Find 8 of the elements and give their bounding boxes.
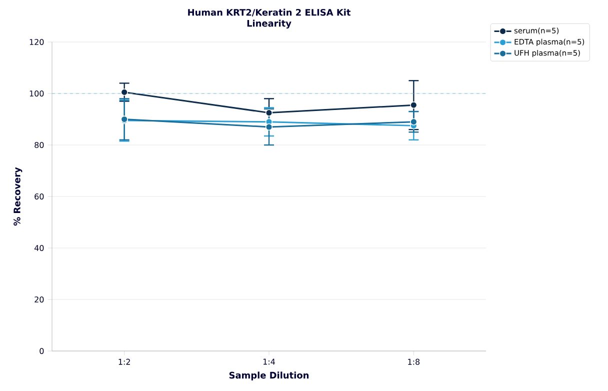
point [410,102,418,109]
x-axis-title: Sample Dilution [229,372,309,380]
y-axis-title: % Recovery [14,167,22,226]
point [120,88,128,96]
point [410,118,418,126]
point [265,123,273,131]
chart-title: Human KRT2/Keratin 2 ELISA Kit Linearity [188,8,351,28]
point [265,109,273,116]
